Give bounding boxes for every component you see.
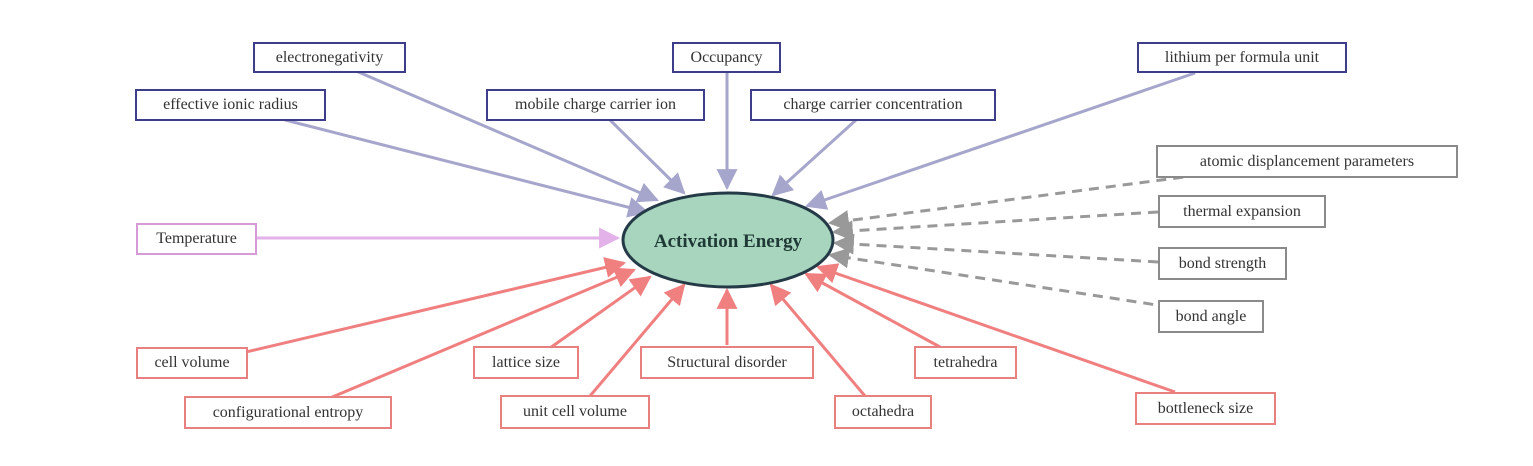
node-effective-ionic-radius: effective ionic radius	[135, 89, 326, 121]
arrow-thermal-expansion	[831, 210, 1159, 242]
arrow-bond-angle	[827, 247, 1171, 309]
node-configurational-entropy: configurational entropy	[184, 396, 392, 429]
activation-energy-label: Activation Energy	[653, 231, 803, 252]
node-bond-strength: bond strength	[1158, 247, 1287, 280]
node-bottleneck-size: bottleneck size	[1135, 392, 1276, 425]
node-unit-cell-volume: unit cell volume	[500, 395, 650, 429]
arrow-unit-cell-volume	[588, 283, 686, 397]
arrow-mobile-charge-carrier-ion	[608, 118, 686, 195]
arrow-lattice-size	[549, 275, 652, 350]
arrow-electronegativity	[355, 69, 659, 203]
node-thermal-expansion: thermal expansion	[1158, 195, 1326, 228]
arrow-bottleneck-size	[816, 263, 1176, 394]
node-occupancy: Occupancy	[672, 42, 781, 73]
node-temperature: Temperature	[136, 223, 257, 255]
arrow-lithium-per-formula-unit	[805, 71, 1196, 210]
node-mobile-charge-carrier-ion: mobile charge carrier ion	[486, 89, 705, 121]
node-structural-disorder: Structural disorder	[640, 346, 814, 379]
node-atomic-displacement-parameters: atomic displancement parameters	[1156, 145, 1458, 178]
node-octahedra: octahedra	[834, 395, 932, 429]
arrow-atomic-displacement-parameters	[827, 173, 1201, 231]
node-charge-carrier-concentration: charge carrier concentration	[750, 89, 996, 121]
arrow-effective-ionic-radius	[284, 118, 650, 218]
arrow-configurational-entropy	[329, 267, 636, 400]
node-lattice-size: lattice size	[473, 346, 579, 379]
arrow-tetrahedra	[804, 272, 941, 349]
arrow-cell-volume	[245, 257, 627, 354]
node-tetrahedra: tetrahedra	[914, 346, 1017, 379]
arrow-octahedra	[769, 283, 867, 397]
activation-energy-ellipse	[621, 191, 835, 289]
node-cell-volume: cell volume	[136, 347, 248, 379]
arrow-charge-carrier-concentration	[771, 118, 858, 197]
node-bond-angle: bond angle	[1158, 300, 1264, 333]
arrow-bond-strength	[832, 233, 1159, 264]
node-lithium-per-formula-unit: lithium per formula unit	[1137, 42, 1347, 73]
node-electronegativity: electronegativity	[253, 42, 406, 73]
